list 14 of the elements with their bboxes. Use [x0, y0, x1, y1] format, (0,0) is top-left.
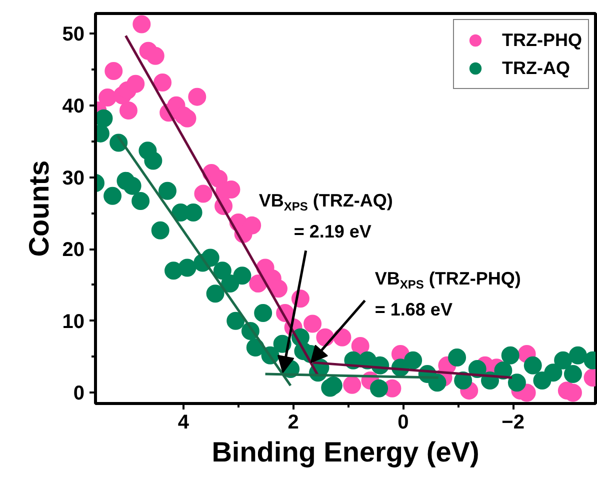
- x-tick-label: −2: [502, 412, 524, 434]
- y-tick-label: 30: [62, 167, 85, 190]
- y-tick-label: 10: [62, 310, 85, 333]
- x-tick-label: 2: [288, 412, 299, 434]
- y-tick-label: 40: [62, 95, 85, 118]
- x-axis-title: Binding Energy (eV): [212, 436, 480, 468]
- x-tick-label: 4: [178, 412, 190, 434]
- legend-label: TRZ-AQ: [502, 58, 570, 78]
- y-axis-title: Counts: [23, 160, 54, 257]
- y-tick-label: 50: [62, 24, 85, 46]
- x-tick-label: 0: [398, 412, 409, 434]
- y-tick-label: 20: [62, 239, 85, 262]
- legend-label: TRZ-PHQ: [502, 30, 582, 50]
- y-tick-label: 0: [73, 382, 84, 405]
